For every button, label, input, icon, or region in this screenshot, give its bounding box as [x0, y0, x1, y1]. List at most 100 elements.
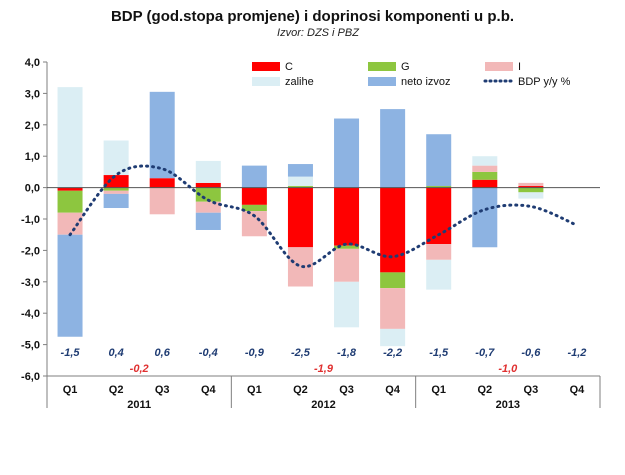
data-label: -1,5 — [61, 347, 81, 359]
y-tick-label: 4,0 — [25, 57, 40, 69]
bar-neto-izvoz — [195, 212, 221, 230]
bar-c — [57, 187, 83, 191]
bar-g — [518, 187, 544, 193]
bar-g — [195, 187, 221, 202]
bar-i — [149, 187, 175, 215]
data-label: -1,8 — [337, 347, 357, 359]
y-tick-label: -5,0 — [21, 340, 40, 352]
y-axis: 4,0 3,0 2,0 1,0 0,0 -1,0 -2,0 -3,0 -4,0 -5,0 -6,0 — [21, 57, 47, 383]
bar-g — [380, 272, 406, 289]
y-tick-label: 1,0 — [25, 151, 40, 163]
bar-neto-izvoz — [103, 193, 129, 209]
legend-label: C — [285, 61, 293, 73]
bar-neto-izvoz — [287, 164, 313, 177]
legend-label: zalihe — [285, 76, 314, 88]
y-tick-label: -2,0 — [21, 245, 40, 257]
bar-c — [334, 187, 360, 246]
bar-g — [287, 186, 313, 188]
legend-label: I — [518, 61, 521, 73]
data-label: -2,5 — [291, 347, 311, 359]
data-label: -2,2 — [383, 347, 402, 359]
year-label: 2012 — [311, 399, 335, 411]
bar-neto-izvoz — [472, 187, 498, 248]
bar-c — [518, 186, 544, 188]
bar-zalihe — [195, 160, 221, 183]
bar-i — [57, 212, 83, 235]
bar-g — [334, 245, 360, 249]
bar-i — [380, 288, 406, 329]
data-label: -0,4 — [199, 347, 218, 359]
legend-swatch-neto-izvoz — [368, 77, 396, 86]
sub-label: -1,0 — [498, 363, 518, 375]
x-tick-label: Q3 — [524, 384, 539, 396]
bar-neto-izvoz — [241, 165, 267, 188]
bar-c — [241, 187, 267, 205]
x-tick-label: Q2 — [477, 384, 492, 396]
y-tick-label: 2,0 — [25, 120, 40, 132]
data-label: -0,9 — [245, 347, 265, 359]
x-tick-label: Q4 — [570, 384, 586, 396]
bar-neto-izvoz — [149, 91, 175, 179]
chart-title: BDP (god.stopa promjene) i doprinosi kom… — [110, 8, 515, 25]
sub-label: -1,9 — [314, 363, 334, 375]
bar-c — [195, 182, 221, 188]
bar-neto-izvoz — [380, 109, 406, 188]
y-tick-label: -3,0 — [21, 277, 40, 289]
bar-neto-izvoz — [334, 118, 360, 188]
y-tick-label: -1,0 — [21, 214, 40, 226]
y-tick-label: 3,0 — [25, 88, 40, 100]
legend-swatch-c — [252, 62, 280, 71]
legend-label: neto izvoz — [401, 76, 451, 88]
bar-g — [241, 204, 267, 212]
legend-label: BDP y/y % — [518, 76, 571, 88]
legend-swatch-zalihe — [252, 77, 280, 86]
gdp-line-group — [68, 164, 579, 269]
bar-zalihe — [334, 281, 360, 328]
x-tick-label: Q2 — [109, 384, 124, 396]
bar-neto-izvoz — [426, 134, 452, 187]
bar-zalihe — [518, 192, 544, 199]
bar-neto-izvoz — [57, 234, 83, 337]
x-tick-label: Q4 — [201, 384, 217, 396]
x-tick-label: Q3 — [339, 384, 354, 396]
bar-zalihe — [426, 259, 452, 290]
bar-c — [103, 175, 129, 188]
data-label: 0,6 — [155, 347, 171, 359]
data-label: 0,4 — [108, 347, 123, 359]
data-label: -1,2 — [567, 347, 586, 359]
data-labels: -1,5 0,4 0,6 -0,4 -0,9 -2,5 -1,8 -2,2 -1,5 -0,7 -0… — [61, 347, 587, 375]
bar-i — [195, 201, 221, 213]
bar-i — [472, 165, 498, 172]
x-axis: Q1 Q2 Q3 Q4 Q1 Q2 Q3 Q4 Q1 Q2 Q3 Q4 2011 2012 2013 — [46, 375, 601, 411]
legend-swatch-g — [368, 62, 396, 71]
bar-i — [426, 244, 452, 260]
x-tick-label: Q1 — [431, 384, 446, 396]
x-tick-label: Q2 — [293, 384, 308, 396]
data-label: -1,5 — [429, 347, 449, 359]
x-tick-label: Q3 — [155, 384, 170, 396]
bar-g — [472, 171, 498, 180]
x-tick-label: Q1 — [63, 384, 78, 396]
bar-i — [518, 182, 544, 187]
bar-g — [103, 187, 129, 191]
data-label: -0,7 — [475, 347, 495, 359]
bar-zalihe — [57, 87, 83, 188]
sub-label: -0,2 — [130, 363, 149, 375]
year-label: 2013 — [496, 399, 520, 411]
y-tick-label: 0,0 — [25, 183, 40, 195]
bar-zalihe — [380, 328, 406, 347]
bar-i — [334, 248, 360, 282]
bar-g — [426, 186, 452, 188]
bar-zalihe — [472, 156, 498, 166]
legend-swatch-i — [485, 62, 513, 71]
bar-g — [57, 190, 83, 213]
bar-c — [472, 179, 498, 188]
bar-c — [149, 178, 175, 188]
legend-label: G — [401, 61, 410, 73]
bar-c — [380, 187, 406, 273]
year-label: 2011 — [127, 399, 151, 411]
bar-i — [103, 190, 129, 194]
bar-c — [287, 187, 313, 248]
